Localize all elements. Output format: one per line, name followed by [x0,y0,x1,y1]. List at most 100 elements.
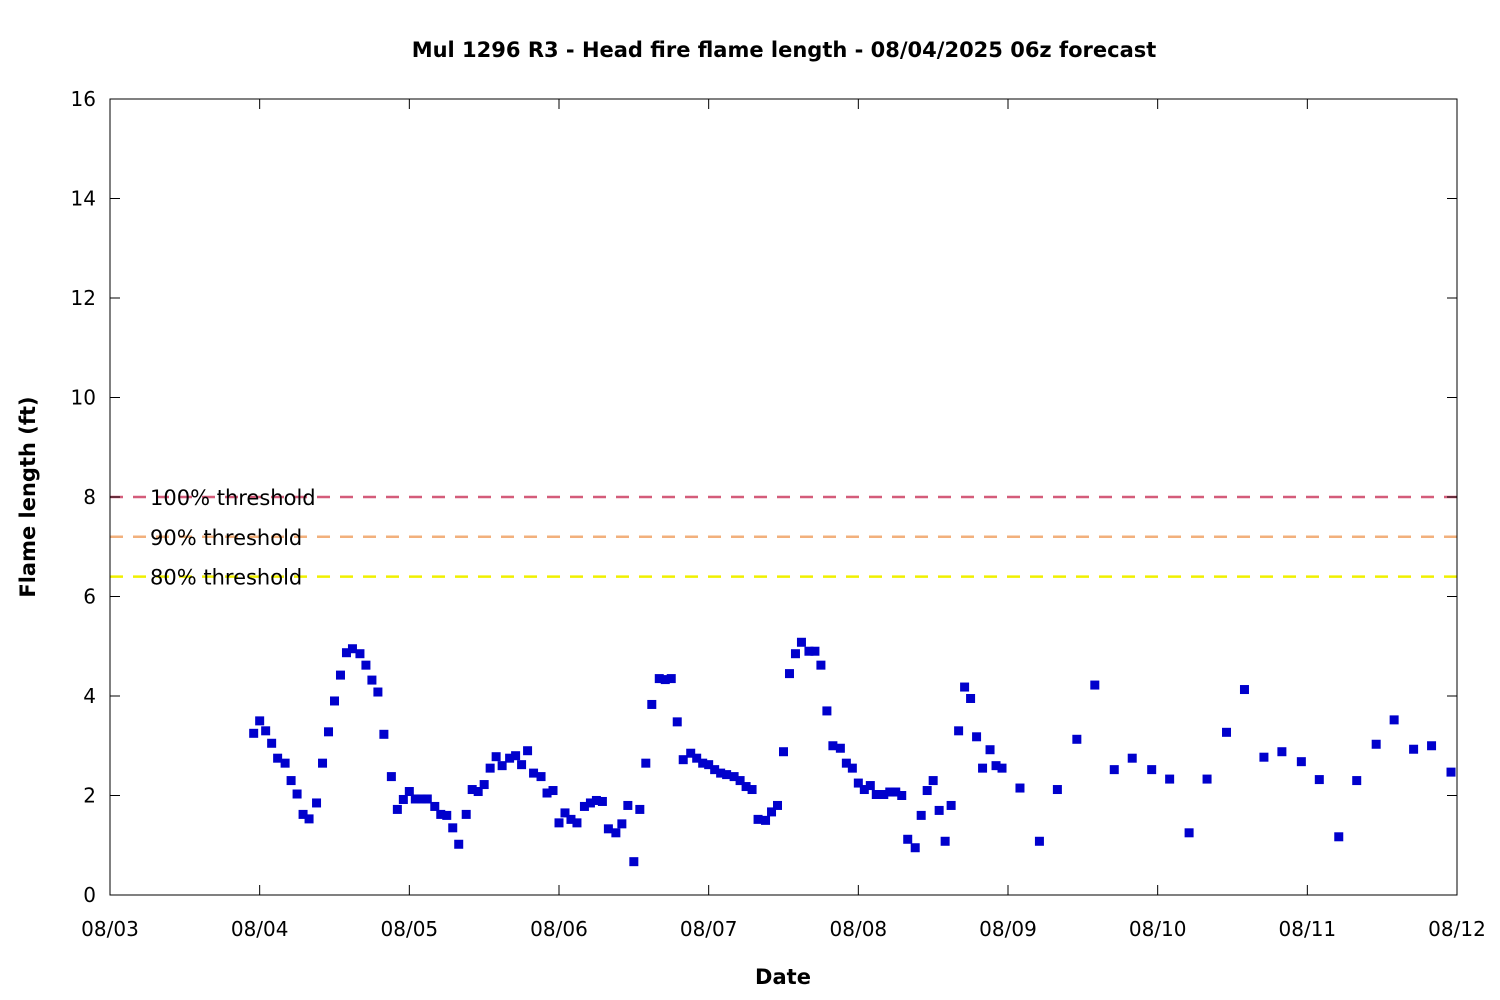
data-point [641,758,651,768]
x-tick-label: 08/06 [530,917,588,941]
data-point [1034,836,1044,846]
chart-title: Mul 1296 R3 - Head fire flame length - 0… [412,38,1157,62]
data-point [985,745,995,755]
data-point [853,778,863,788]
data-point [741,782,751,792]
data-point [1015,783,1025,793]
data-point [960,682,970,692]
data-point [548,786,558,796]
data-point [1052,785,1062,795]
data-point [859,785,869,795]
data-point [928,776,938,786]
x-tick-label: 08/04 [231,917,289,941]
data-point [796,637,806,647]
data-point [491,752,501,762]
data-point [436,809,446,819]
data-point [1296,757,1306,767]
data-point [1427,741,1437,751]
data-point [255,716,265,726]
data-point [373,687,383,697]
y-tick-label: 14 [71,187,96,211]
data-point [635,804,645,814]
data-point [292,789,302,799]
data-point [871,790,881,800]
data-point [885,787,895,797]
data-point [1147,765,1157,775]
data-point [249,728,259,738]
data-point [816,660,826,670]
y-tick-label: 12 [71,286,96,310]
data-point [442,810,452,820]
data-point [1277,747,1287,757]
data-point [822,706,832,716]
data-point [804,646,814,656]
data-point [448,823,458,833]
data-point [523,746,533,756]
data-point [454,839,464,849]
data-point [966,693,976,703]
data-point [416,794,426,804]
data-point [430,801,440,811]
data-point [654,674,664,684]
data-point [572,818,582,828]
data-point [280,758,290,768]
data-point [497,761,507,771]
data-point [330,696,339,706]
threshold-label: 80% threshold [150,566,302,590]
data-point [629,857,639,867]
data-point [847,763,857,773]
threshold-label: 90% threshold [150,526,302,550]
data-point [341,648,351,658]
data-point [517,760,527,770]
data-point [473,787,483,797]
data-point [678,755,688,765]
data-point [704,760,714,770]
data-point [1259,752,1269,762]
data-point [261,726,271,736]
data-point [773,800,783,810]
y-tick-label: 2 [83,784,96,808]
data-point [304,814,314,824]
data-point [422,794,432,804]
x-axis-label: Date [755,965,811,989]
data-point [267,738,277,748]
data-point [716,768,726,778]
data-point [666,674,676,684]
data-point [865,781,875,791]
data-point [335,670,345,680]
data-point [916,810,926,820]
data-point [647,699,657,709]
data-point [404,787,414,797]
data-point [479,780,489,790]
data-point [784,669,794,679]
data-point [698,758,708,768]
data-point [835,743,845,753]
data-point [710,765,720,775]
x-tick-label: 08/07 [680,917,738,941]
data-point [318,758,328,768]
x-axis-ticks: 08/03 08/04 08/05 08/06 08/07 08/08 08/09 08/10… [81,99,1486,941]
data-point [997,763,1007,773]
x-tick-label: 08/03 [81,917,139,941]
data-point [347,644,357,654]
data-point [1222,727,1232,737]
data-point [841,758,851,768]
data-point [761,815,771,825]
data-point [585,798,595,808]
x-tick-label: 08/09 [979,917,1037,941]
data-point [978,763,988,773]
data-point [946,800,956,810]
data-point [879,790,889,800]
data-point [972,732,982,742]
x-tick-label: 08/10 [1129,917,1187,941]
data-point [1202,774,1212,784]
data-point [903,834,913,844]
data-point [810,646,820,656]
threshold-lines: 100% threshold 90% threshold 80% threshold [110,486,1457,590]
data-point [554,818,564,828]
data-point [1371,739,1381,749]
data-point [611,828,621,838]
data-point [1239,685,1249,695]
x-tick-label: 08/05 [381,917,439,941]
